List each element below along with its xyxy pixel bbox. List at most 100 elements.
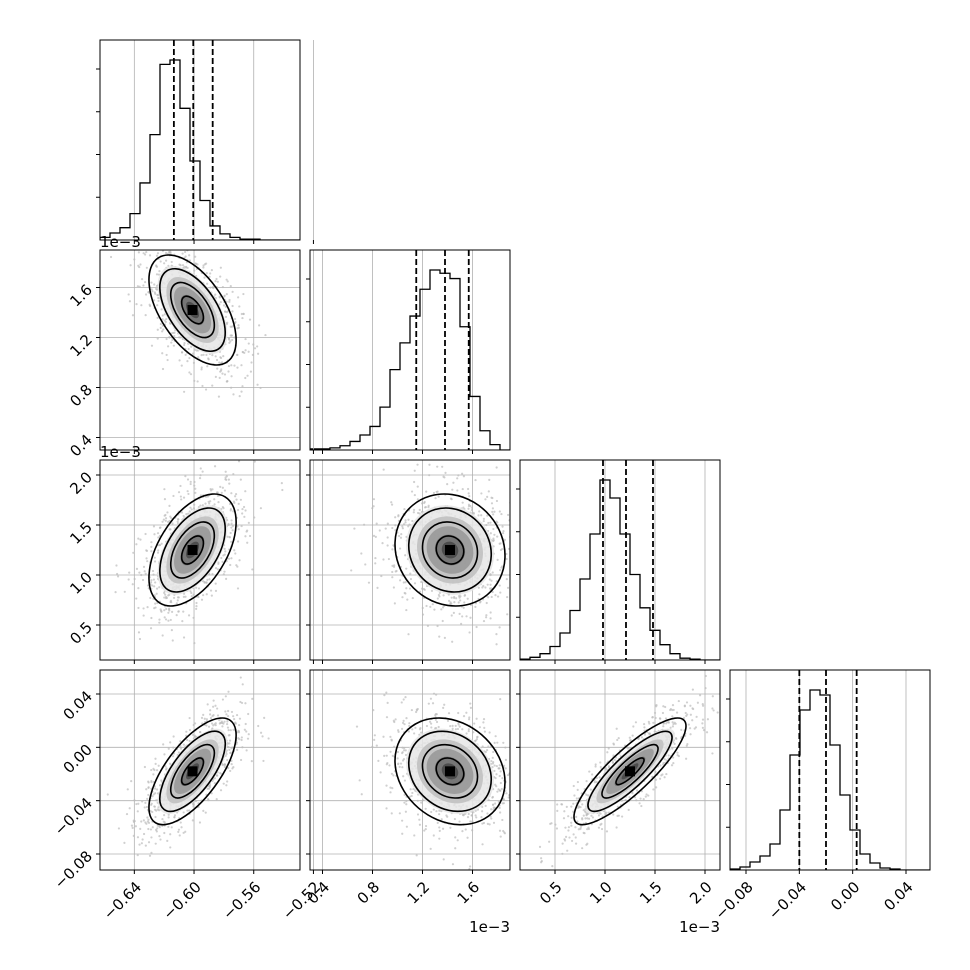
- scatter-point: [180, 498, 183, 501]
- scatter-point: [652, 788, 655, 791]
- scatter-point: [217, 562, 220, 566]
- scatter-point: [157, 299, 160, 302]
- scatter-point: [374, 535, 377, 538]
- scatter-point: [505, 578, 508, 581]
- scatter-point: [117, 827, 121, 830]
- scatter-point: [428, 720, 432, 723]
- scatter-point: [182, 610, 185, 613]
- scatter-point: [501, 818, 504, 822]
- scatter-point: [253, 347, 257, 350]
- scatter-point: [510, 613, 512, 615]
- scatter-point: [156, 304, 159, 307]
- scatter-point: [154, 787, 157, 790]
- scatter-point: [437, 725, 440, 729]
- scatter-point: [206, 578, 209, 581]
- scatter-point: [385, 763, 388, 766]
- scatter-point: [155, 587, 159, 590]
- scatter-point: [139, 216, 141, 218]
- scatter-point: [237, 296, 240, 299]
- scatter-point: [227, 523, 230, 527]
- density-peak: [445, 766, 455, 777]
- scatter-point: [467, 507, 470, 510]
- scatter-point: [170, 341, 173, 344]
- scatter-point: [505, 552, 508, 556]
- scatter-point: [180, 351, 184, 354]
- scatter-point: [445, 814, 448, 817]
- scatter-point: [467, 812, 470, 816]
- scatter-point: [506, 613, 509, 616]
- scatter-point: [257, 724, 260, 728]
- scatter-point: [398, 812, 401, 815]
- scatter-point: [470, 506, 473, 509]
- contour-line: [159, 507, 227, 593]
- scatter-point: [211, 354, 214, 357]
- scatter-point: [149, 627, 153, 630]
- scatter-point: [164, 765, 167, 768]
- scatter-point: [391, 576, 394, 579]
- scatter-point: [131, 314, 135, 317]
- scatter-point: [201, 470, 204, 473]
- scatter-point: [216, 248, 218, 250]
- scatter-point: [181, 224, 183, 226]
- scatter-point: [498, 829, 502, 832]
- scatter-point: [159, 526, 162, 529]
- scatter-point: [456, 839, 459, 842]
- scatter-point: [400, 533, 403, 536]
- scatter-point: [467, 729, 470, 733]
- scatter-point: [140, 820, 143, 823]
- scatter-point: [530, 794, 532, 796]
- scatter-point: [235, 498, 238, 501]
- scatter-point: [373, 738, 376, 741]
- scatter-point: [434, 497, 437, 500]
- scatter-point: [217, 501, 220, 504]
- scatter-point: [437, 495, 440, 498]
- scatter-point: [228, 502, 232, 506]
- scatter-point: [169, 846, 172, 849]
- scatter-point: [182, 743, 185, 746]
- scatter-point: [537, 529, 539, 531]
- scatter-point: [446, 719, 450, 723]
- scatter-point: [183, 390, 186, 393]
- scatter-point: [405, 608, 408, 612]
- scatter-point: [188, 809, 191, 812]
- scatter-point: [176, 599, 179, 602]
- scatter-point: [371, 745, 374, 748]
- scatter-point: [410, 708, 413, 712]
- scatter-point: [372, 708, 375, 712]
- scatter-point: [500, 512, 503, 516]
- scatter-point: [133, 799, 136, 802]
- scatter-point: [232, 728, 235, 731]
- scatter-point: [158, 270, 161, 273]
- density-peak: [187, 766, 198, 777]
- scatter-point: [643, 726, 646, 729]
- scatter-point: [146, 797, 149, 800]
- scatter-point: [205, 272, 208, 275]
- scatter-point: [212, 714, 215, 717]
- scatter-point: [436, 821, 439, 824]
- scatter-point: [492, 513, 495, 516]
- scatter-point: [478, 601, 482, 604]
- scatter-point: [214, 589, 218, 592]
- scatter-point: [468, 867, 471, 870]
- scatter-point: [430, 810, 433, 814]
- scatter-point: [147, 243, 149, 245]
- scatter-point: [165, 317, 168, 321]
- scatter-point: [158, 586, 161, 589]
- scatter-point: [372, 505, 375, 508]
- contour-line: [148, 717, 237, 826]
- scatter-point: [436, 597, 439, 600]
- scatter-point: [485, 524, 488, 527]
- scatter-point: [136, 285, 139, 288]
- scatter-point: [489, 521, 492, 524]
- scatter-point: [463, 601, 466, 604]
- scatter-point: [397, 762, 400, 765]
- scatter-point: [485, 616, 488, 619]
- scatter-point: [170, 601, 173, 604]
- scatter-point: [154, 792, 157, 795]
- scatter-point: [408, 587, 412, 590]
- scatter-point: [210, 269, 213, 272]
- scatter-point: [482, 619, 486, 623]
- scatter-point: [475, 717, 478, 720]
- scatter-point: [477, 586, 480, 589]
- scatter-point: [197, 587, 201, 590]
